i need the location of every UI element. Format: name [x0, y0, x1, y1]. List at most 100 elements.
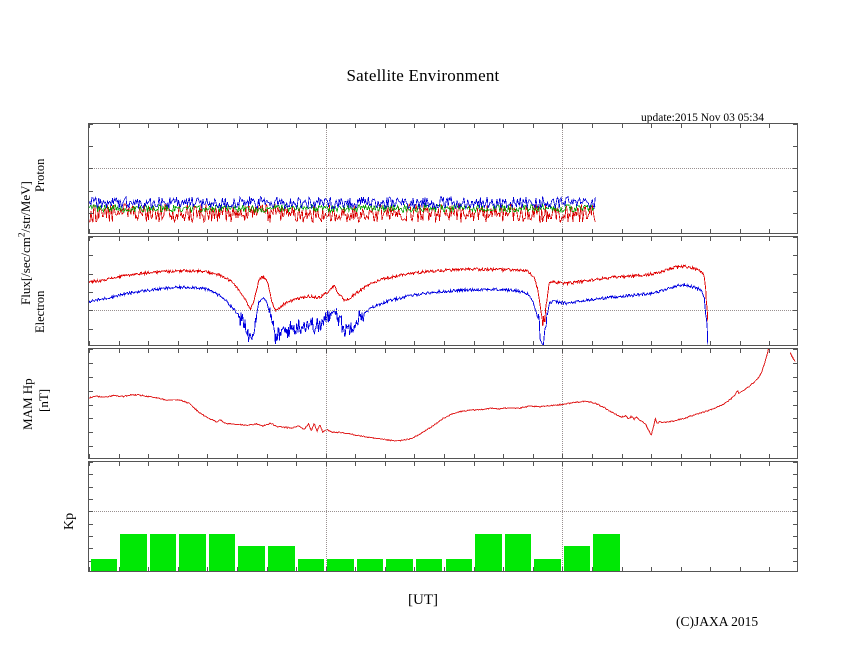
proton-flux-panel: 1.0e+031.0e+021.0e+011.0e+001.0e-011.0e-…	[88, 123, 798, 234]
x-tick	[89, 567, 90, 571]
y-tick	[793, 486, 797, 488]
x-tick	[148, 341, 150, 345]
x-tick	[591, 341, 593, 345]
x-tick	[710, 462, 712, 466]
y-tick	[89, 273, 93, 275]
flux-axis-label-text: Flux[/sec/cm2/str/MeV]	[18, 181, 34, 305]
x-tick	[177, 237, 179, 241]
y-tick	[89, 310, 93, 312]
x-tick	[177, 229, 179, 233]
x-tick	[769, 567, 771, 571]
x-tick	[680, 124, 682, 128]
x-tick	[621, 124, 623, 128]
x-tick	[710, 124, 712, 128]
x-tick	[651, 229, 653, 233]
y-tick	[89, 418, 93, 420]
y-tick	[793, 349, 797, 350]
x-tick	[266, 349, 268, 353]
kp-bar	[445, 558, 473, 571]
x-tick	[266, 124, 268, 128]
y-tick	[89, 486, 93, 488]
x-tick	[651, 567, 653, 571]
y-tick	[793, 168, 797, 170]
x-tick	[177, 124, 179, 128]
y-tick	[89, 390, 93, 392]
y-tick	[793, 560, 797, 562]
x-tick	[503, 124, 505, 128]
x-tick	[680, 349, 682, 353]
x-tick	[473, 237, 475, 241]
copyright-label: (C)JAXA 2015	[676, 614, 759, 629]
x-tick	[266, 462, 268, 466]
x-tick	[621, 341, 623, 345]
update-timestamp: update:2015 Nov 03 05:34	[641, 112, 764, 124]
value-gridline	[89, 511, 797, 513]
kp-bar	[208, 534, 236, 571]
kp-bar	[356, 558, 384, 571]
x-tick	[739, 567, 741, 571]
x-tick	[769, 229, 771, 233]
x-tick	[739, 124, 741, 128]
y-tick	[793, 404, 797, 406]
x-tick	[444, 462, 445, 466]
x-tick	[207, 124, 209, 128]
y-tick	[793, 362, 797, 364]
x-tick	[384, 229, 386, 233]
x-tick	[414, 124, 416, 128]
x-tick	[591, 229, 593, 233]
x-tick	[207, 237, 209, 241]
kp-bar	[268, 546, 295, 571]
day-gridline	[562, 124, 564, 233]
x-tick	[739, 237, 741, 241]
x-tick	[296, 462, 298, 466]
x-tick	[473, 567, 475, 571]
x-tick	[296, 454, 298, 458]
day-gridline	[325, 349, 327, 458]
x-tick	[236, 454, 238, 458]
x-tick	[591, 462, 593, 466]
y-tick	[793, 292, 797, 293]
kp-index-panel: 2015/11/012015/11/022015/11/032015/11/04…	[88, 461, 798, 572]
x-tick	[562, 341, 564, 345]
x-tick	[739, 349, 741, 353]
day-gridline	[325, 124, 327, 233]
y-tick	[793, 390, 797, 392]
x-tick	[444, 454, 445, 458]
kp-bar	[415, 558, 443, 571]
kp-bar	[475, 534, 502, 571]
y-tick	[793, 212, 797, 214]
y-tick	[89, 462, 93, 463]
x-tick	[384, 454, 386, 458]
x-tick	[148, 454, 150, 458]
x-tick	[473, 229, 475, 233]
plot-stack: 1.0e+031.0e+021.0e+011.0e+001.0e-011.0e-…	[88, 123, 798, 572]
y-tick	[793, 548, 797, 550]
x-tick	[503, 237, 505, 241]
x-tick	[384, 462, 386, 466]
mam-trace-layer	[89, 349, 796, 442]
x-tick	[651, 349, 653, 353]
kp-axis-label: Kp	[62, 512, 77, 530]
x-tick	[266, 454, 268, 458]
day-gridline	[562, 462, 564, 571]
x-tick	[207, 567, 209, 571]
x-tick	[207, 462, 209, 466]
x-tick	[266, 237, 268, 241]
x-tick	[89, 341, 90, 345]
y-tick	[793, 511, 797, 513]
x-tick	[355, 349, 357, 353]
x-tick	[473, 462, 475, 466]
x-tick	[266, 567, 268, 571]
x-tick	[177, 349, 179, 353]
x-tick	[503, 341, 505, 345]
day-gridline	[325, 237, 327, 345]
y-tick	[89, 376, 93, 378]
x-tick	[562, 567, 564, 571]
x-tick	[532, 349, 534, 353]
x-tick	[739, 462, 741, 466]
x-tick	[296, 237, 298, 241]
x-tick	[266, 341, 268, 345]
x-tick	[680, 567, 682, 571]
x-tick	[680, 454, 682, 458]
x-tick	[680, 229, 682, 233]
